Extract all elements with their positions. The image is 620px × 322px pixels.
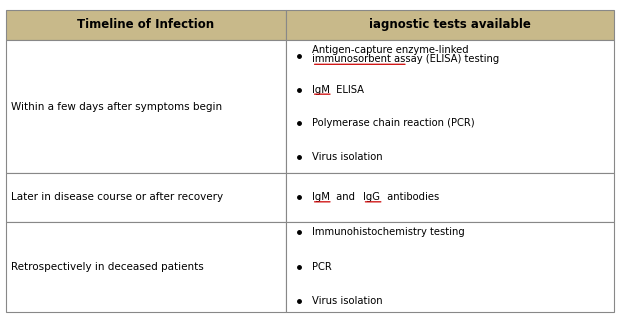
Text: Antigen-capture enzyme-linked: Antigen-capture enzyme-linked [312, 45, 468, 55]
Bar [286, 222, 614, 312]
Text: antibodies: antibodies [384, 192, 439, 202]
Text: Timeline of Infection: Timeline of Infection [78, 18, 215, 31]
Text: IgM: IgM [312, 85, 330, 95]
Text: Polymerase chain reaction (PCR): Polymerase chain reaction (PCR) [312, 118, 474, 128]
Bar [6, 10, 286, 40]
Text: PCR: PCR [312, 262, 332, 272]
Text: IgM: IgM [312, 192, 330, 202]
Text: Retrospectively in deceased patients: Retrospectively in deceased patients [11, 262, 204, 272]
Text: iagnostic tests available: iagnostic tests available [369, 18, 531, 31]
Text: Virus isolation: Virus isolation [312, 297, 383, 307]
Bar [286, 10, 614, 40]
Text: immunosorbent assay (ELISA) testing: immunosorbent assay (ELISA) testing [312, 54, 499, 64]
Text: Within a few days after symptoms begin: Within a few days after symptoms begin [11, 101, 223, 111]
Text: Later in disease course or after recovery: Later in disease course or after recover… [11, 192, 223, 202]
Text: Immunohistochemistry testing: Immunohistochemistry testing [312, 227, 464, 237]
Text: Virus isolation: Virus isolation [312, 152, 383, 162]
Bar [6, 222, 286, 312]
Text: and: and [333, 192, 358, 202]
Text: IgG: IgG [363, 192, 379, 202]
Text: ELISA: ELISA [333, 85, 364, 95]
Bar [286, 40, 614, 173]
Bar [286, 173, 614, 222]
Bar [6, 40, 286, 173]
Bar [6, 173, 286, 222]
